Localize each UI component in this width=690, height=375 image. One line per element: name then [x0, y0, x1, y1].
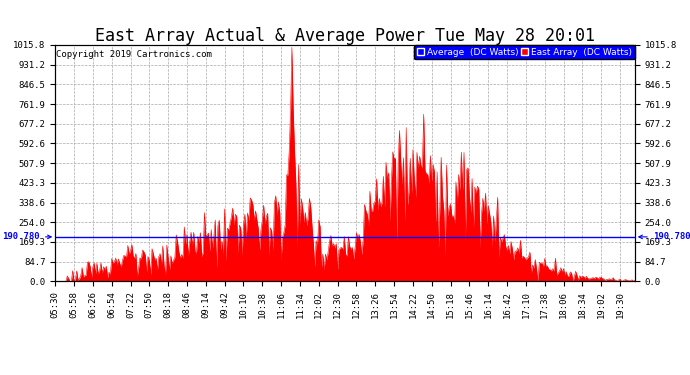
Legend: Average  (DC Watts), East Array  (DC Watts): Average (DC Watts), East Array (DC Watts… [414, 45, 635, 59]
Text: 190.780: 190.780 [639, 232, 690, 242]
Text: 190.780: 190.780 [3, 232, 51, 242]
Title: East Array Actual & Average Power Tue May 28 20:01: East Array Actual & Average Power Tue Ma… [95, 27, 595, 45]
Text: Copyright 2019 Cartronics.com: Copyright 2019 Cartronics.com [57, 50, 213, 59]
